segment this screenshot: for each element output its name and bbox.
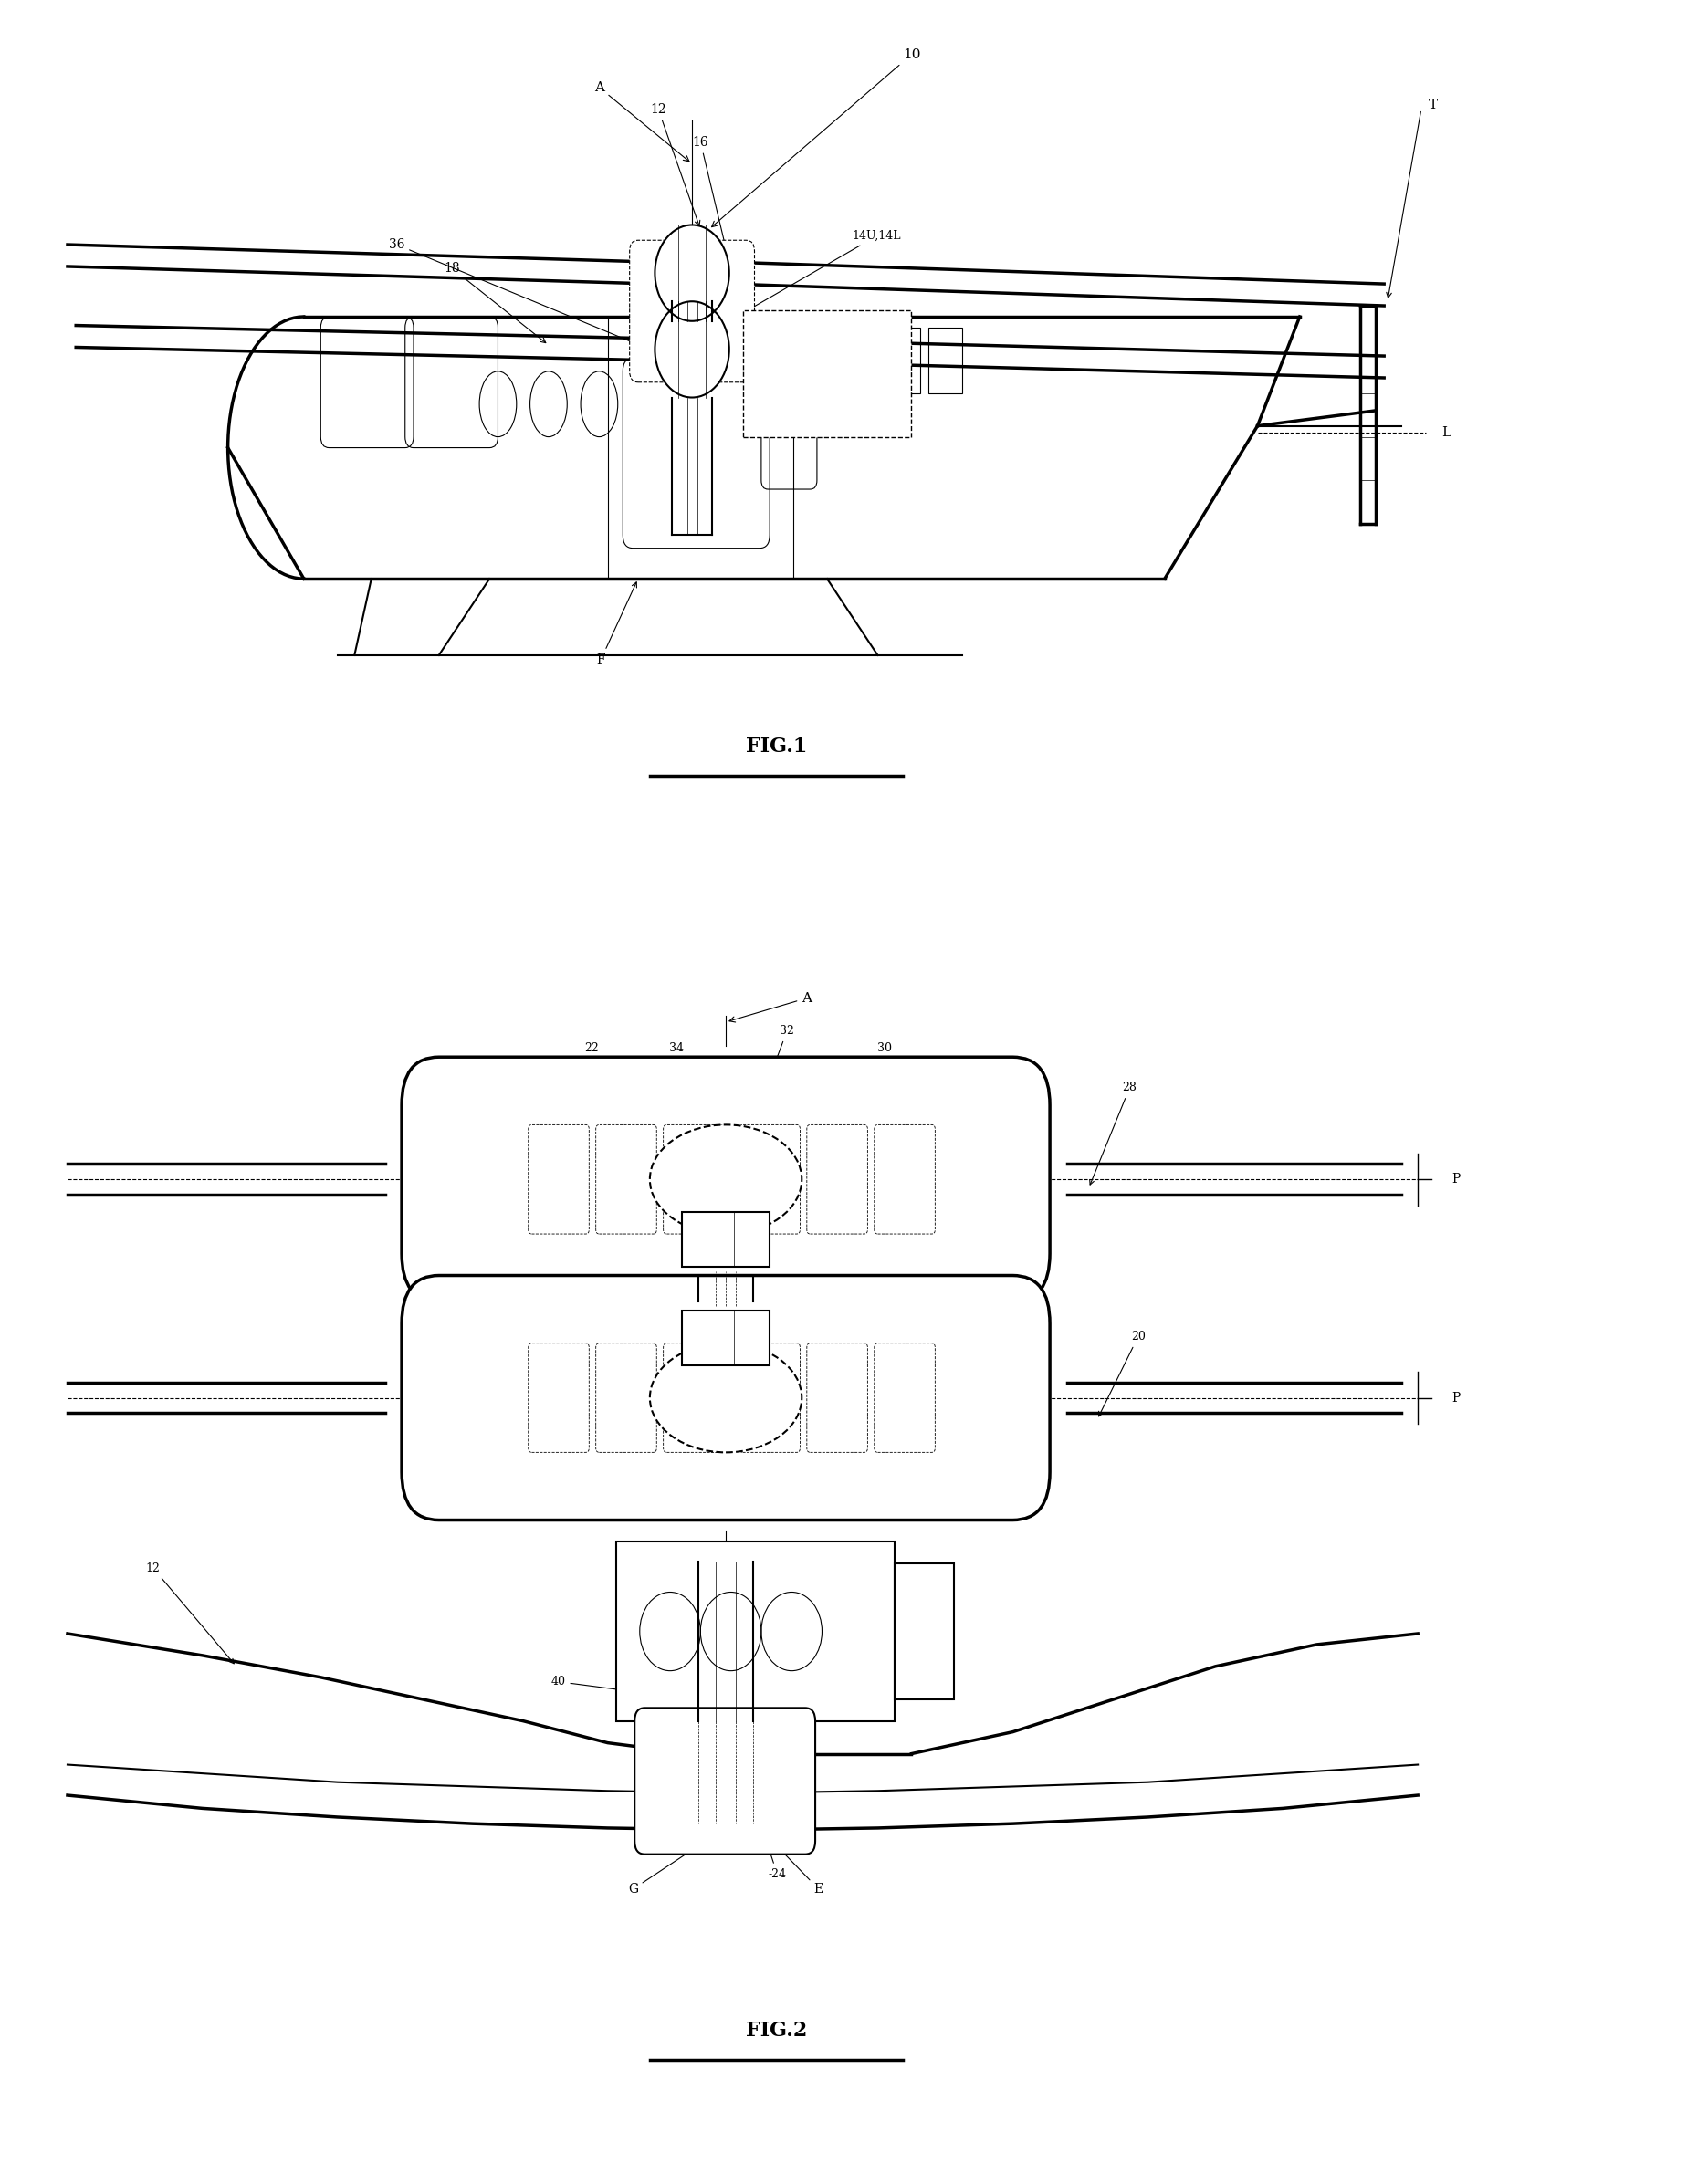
Text: 12: 12 [145, 1562, 234, 1664]
Bar [928, 328, 962, 393]
Text: G: G [628, 1848, 695, 1896]
Text: 36: 36 [388, 238, 646, 349]
Ellipse shape [649, 1125, 801, 1234]
Text: 40: 40 [550, 1675, 688, 1701]
FancyBboxPatch shape [634, 1708, 815, 1854]
Text: -24: -24 [734, 1747, 786, 1880]
Text: F: F [596, 583, 636, 666]
Bar [894, 1564, 953, 1699]
Text: 10: 10 [712, 48, 919, 227]
Text: 14U,14L: 14U,14L [749, 229, 901, 310]
Bar [682, 1212, 769, 1267]
Circle shape [655, 225, 729, 321]
Text: FIG.2: FIG.2 [746, 2020, 806, 2042]
Text: 16: 16 [963, 1064, 1019, 1171]
Text: 32: 32 [759, 1387, 833, 1422]
Text: L: L [1441, 426, 1451, 439]
Text: FIG.1: FIG.1 [746, 736, 806, 758]
Text: 34: 34 [658, 1042, 683, 1136]
Text: 12: 12 [649, 103, 700, 225]
Text: 14L: 14L [442, 1321, 692, 1339]
Text: 18: 18 [946, 1365, 1011, 1457]
FancyBboxPatch shape [402, 1057, 1049, 1302]
FancyBboxPatch shape [402, 1275, 1049, 1520]
Text: 22: 22 [580, 1042, 599, 1149]
Bar [682, 1310, 769, 1365]
Text: E: E [779, 1848, 823, 1896]
Bar [886, 328, 919, 393]
Text: A: A [729, 992, 811, 1022]
Text: P: P [1451, 1391, 1459, 1404]
Text: 32: 32 [746, 1024, 795, 1136]
Text: 20: 20 [1098, 1330, 1145, 1415]
Text: P: P [1451, 1173, 1459, 1186]
Text: 14U: 14U [440, 1221, 692, 1243]
Text: A: A [594, 81, 688, 162]
Text: T: T [1427, 98, 1437, 111]
Text: 34: 34 [695, 1402, 771, 1437]
FancyBboxPatch shape [629, 240, 754, 382]
Text: 30: 30 [805, 1299, 876, 1369]
Text: 16: 16 [692, 135, 729, 258]
Bar [616, 1542, 894, 1721]
Bar [742, 310, 911, 437]
Bar [656, 1275, 795, 1302]
Text: 18: 18 [444, 262, 545, 343]
Text: E: E [822, 367, 832, 380]
Bar [844, 328, 877, 393]
Text: 30: 30 [828, 1042, 892, 1155]
Ellipse shape [649, 1343, 801, 1452]
Circle shape [655, 301, 729, 397]
Text: 28: 28 [1090, 1081, 1137, 1184]
